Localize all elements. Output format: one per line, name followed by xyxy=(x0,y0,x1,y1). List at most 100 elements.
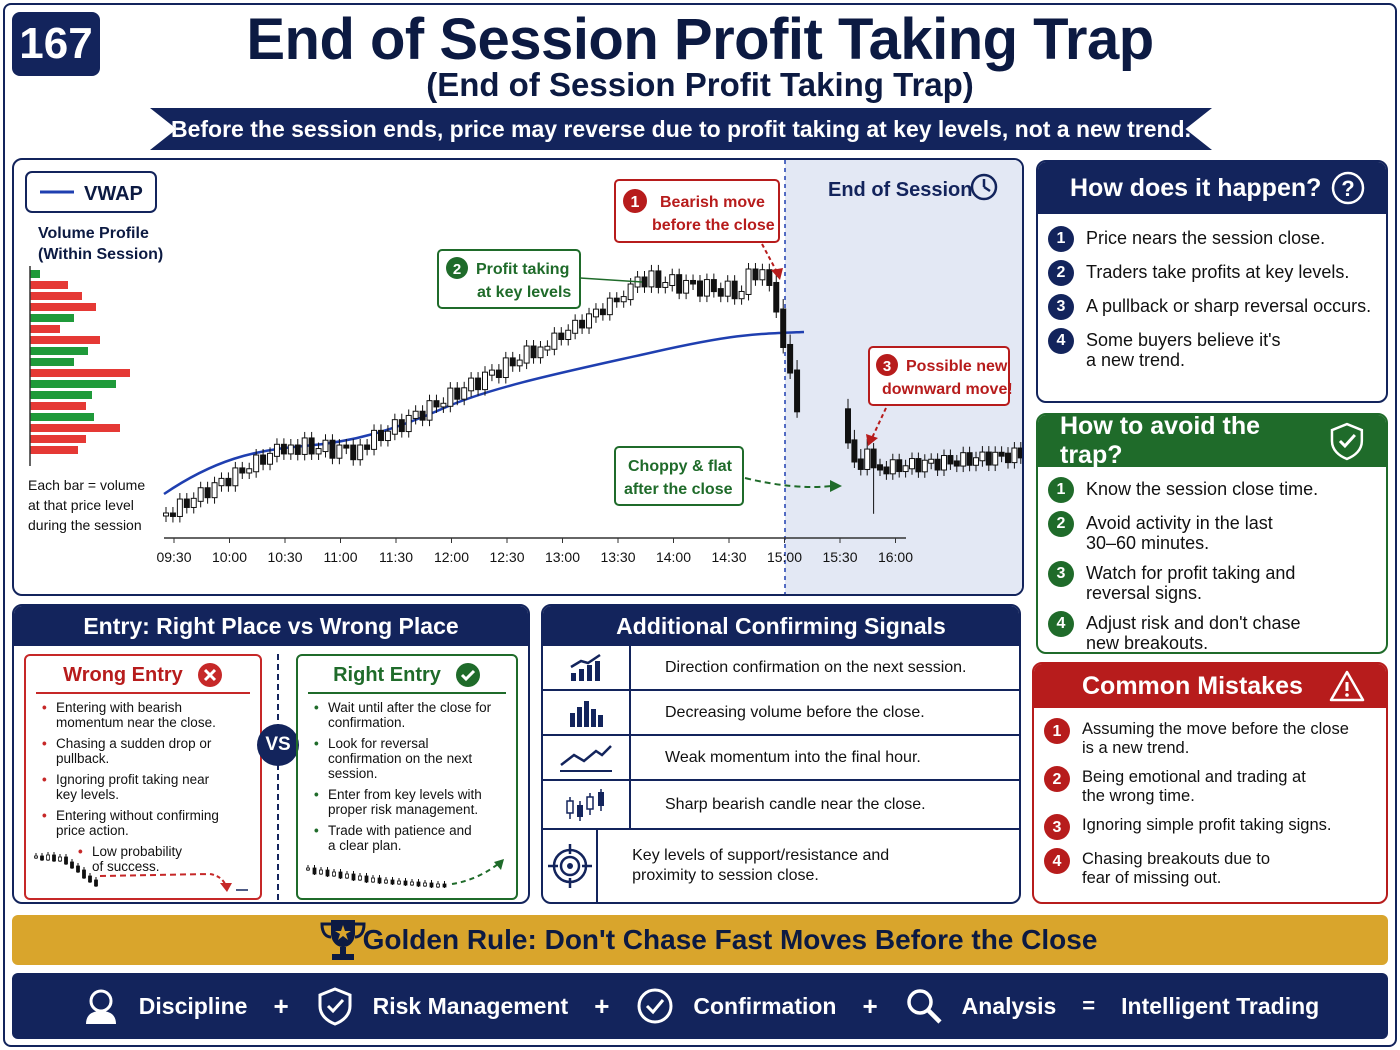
x-circle-icon xyxy=(197,663,222,687)
candle-body xyxy=(454,387,461,400)
candle-body xyxy=(921,459,928,473)
candle-body xyxy=(537,346,544,359)
signal-text: Direction confirmation on the next sessi… xyxy=(665,658,967,676)
candle-body xyxy=(225,477,232,487)
volume-profile-bar xyxy=(30,314,74,322)
volume-profile-bar xyxy=(30,270,40,278)
mistake-item-text: Assuming the move before the close is a … xyxy=(1082,720,1349,757)
mini-candle-body xyxy=(319,869,323,875)
vs-divider xyxy=(277,654,279,900)
candle-body xyxy=(488,369,495,376)
entry-title: Entry: Right Place vs Wrong Place xyxy=(14,606,528,646)
avoid-panel: How to avoid the trap? 1 Know the session… xyxy=(1036,413,1388,654)
mini-candle-body xyxy=(325,869,330,877)
how-item: 1 Price nears the session close. xyxy=(1048,226,1376,252)
volume-profile-bar xyxy=(30,413,94,421)
mini-candle-body xyxy=(442,883,447,888)
clock-icon xyxy=(970,173,998,201)
how-list: 1 Price nears the session close. 2 Traders… xyxy=(1038,214,1386,370)
signal-row: Weak momentum into the final hour. xyxy=(543,734,1019,779)
candle-body xyxy=(322,439,329,453)
how-item-number: 4 xyxy=(1048,328,1074,354)
signal-text: Sharp bearish candle near the close. xyxy=(665,795,926,813)
time-tick-label: 13:00 xyxy=(545,549,580,565)
mini-candle-body xyxy=(397,880,401,885)
mistake-item: 4 Chasing breakouts due to fear of missin… xyxy=(1044,848,1376,888)
callout-profit-line-2: at key levels xyxy=(477,284,571,301)
mistake-item-text: Being emotional and trading at the wrong… xyxy=(1082,768,1306,805)
candle-body xyxy=(273,443,280,457)
candle-body xyxy=(398,419,405,433)
candle-body xyxy=(163,512,169,517)
how-panel: How does it happen? ? 1 Price nears the s… xyxy=(1036,160,1388,403)
how-title: How does it happen? xyxy=(1070,173,1322,202)
candle-body xyxy=(461,387,468,400)
entry-panel: Entry: Right Place vs Wrong Place Wrong … xyxy=(12,604,530,904)
avoid-item: 4 Adjust risk and don't chase new breakou… xyxy=(1048,611,1376,652)
mistake-item-text: Ignoring simple profit taking signs. xyxy=(1082,816,1332,834)
candle-body xyxy=(738,290,745,300)
volume-profile-bar xyxy=(30,303,96,311)
mini-candle-body xyxy=(351,873,356,881)
right-entry-box: Right Entry Wait until after the close f… xyxy=(296,654,518,900)
candle-body xyxy=(902,465,909,473)
candle-body xyxy=(336,444,343,459)
time-tick-label: 14:00 xyxy=(656,549,691,565)
check-circle-icon xyxy=(637,988,673,1024)
mini-candle-body xyxy=(52,854,56,862)
avoid-item-number: 2 xyxy=(1048,511,1074,537)
footer-analysis: Analysis xyxy=(961,992,1057,1019)
avoid-item: 3 Watch for profit taking and reversal si… xyxy=(1048,561,1376,603)
callout-choppy-line-1: Choppy & flat xyxy=(628,458,733,475)
avoid-item-number: 4 xyxy=(1048,611,1074,637)
question-icon: ? xyxy=(1331,171,1365,205)
mistake-item-number: 1 xyxy=(1044,718,1070,744)
candle-body xyxy=(909,458,915,470)
callout-bearish-arrow xyxy=(761,243,779,275)
candle-body xyxy=(934,458,941,471)
price-chart: VWAP Volume Profile (Within Session) Eac… xyxy=(25,160,1022,594)
mini-candle-body xyxy=(70,861,74,869)
signals-title: Additional Confirming Signals xyxy=(543,606,1019,646)
avoid-item-text: Watch for profit taking and reversal sig… xyxy=(1086,563,1296,603)
volume-profile-bar xyxy=(30,391,92,399)
candle-body xyxy=(176,498,183,517)
candle-body xyxy=(787,343,794,374)
time-tick-label: 14:30 xyxy=(711,549,746,565)
candle-body xyxy=(190,497,197,508)
mini-candle-body xyxy=(94,879,98,887)
mini-candle-body xyxy=(338,871,343,879)
callout-downward-line-1: Possible new xyxy=(906,358,1008,375)
candle-body xyxy=(426,400,433,421)
mini-candle-body xyxy=(410,881,414,886)
candle-body xyxy=(676,274,683,294)
signal-text: Key levels of support/resistance and pro… xyxy=(632,847,890,884)
volume-note-line-3: during the session xyxy=(28,517,142,533)
wrong-entry-item: Chasing a sudden drop or pullback. xyxy=(36,736,250,766)
momentum-line-icon xyxy=(543,736,631,779)
mini-candle-body xyxy=(416,881,421,887)
how-item: 2 Traders take profits at key levels. xyxy=(1048,260,1376,286)
how-item-number: 2 xyxy=(1048,260,1074,286)
mini-candle-body xyxy=(358,875,362,881)
candle-body xyxy=(565,329,572,341)
page-subtitle: (End of Session Profit Taking Trap) xyxy=(426,66,974,103)
candle-body xyxy=(440,402,447,408)
callout-choppy-line-2: after the close xyxy=(624,481,733,498)
candle-body xyxy=(371,429,378,450)
time-tick-label: 16:00 xyxy=(878,549,913,565)
candle-body xyxy=(447,387,454,407)
signal-text: Decreasing volume before the close. xyxy=(665,703,925,721)
how-item-text: Some buyers believe it's a new trend. xyxy=(1086,330,1281,370)
candle-body xyxy=(523,345,530,364)
candle-body xyxy=(655,270,662,288)
candle-body xyxy=(232,467,239,487)
candle-body xyxy=(889,459,896,475)
callout-downward-line-2: downward move! xyxy=(882,381,1013,398)
mini-candle-body xyxy=(40,855,44,861)
right-entry-list: Wait until after the close for confirmat… xyxy=(308,700,506,853)
volume-profile-bar xyxy=(30,325,60,333)
volume-note-line-1: Each bar = volume xyxy=(28,477,145,493)
volume-profile-bar xyxy=(30,380,116,388)
candle-body xyxy=(648,270,655,288)
